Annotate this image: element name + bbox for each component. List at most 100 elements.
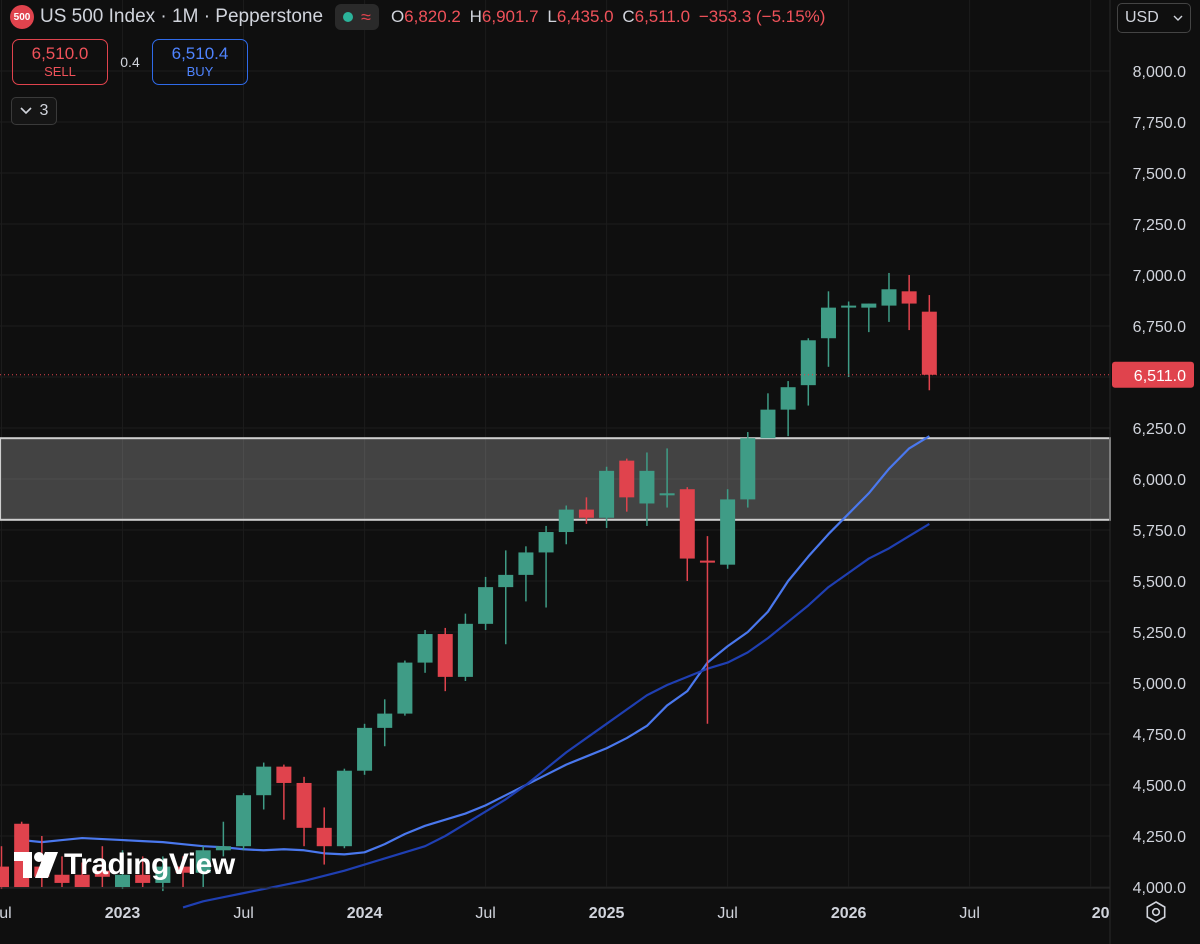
time-tick-label: Jul xyxy=(233,905,253,922)
candle xyxy=(377,699,393,747)
indicators-toggle[interactable]: 3 xyxy=(11,97,57,125)
settings-gear-icon[interactable] xyxy=(1144,900,1168,924)
price-tick-label: 5,750.0 xyxy=(1133,523,1186,540)
buy-button[interactable]: 6,510.4 BUY xyxy=(152,39,248,85)
price-tick-label: 5,250.0 xyxy=(1133,625,1186,642)
candle xyxy=(679,487,695,581)
candle xyxy=(780,381,796,437)
time-tick-label: 2024 xyxy=(347,905,383,922)
candle xyxy=(619,458,635,512)
symbol-title[interactable]: US 500 Index · 1M · Pepperstone xyxy=(40,6,324,27)
candle-body xyxy=(236,795,252,847)
candle xyxy=(336,768,352,849)
sell-price: 6,510.0 xyxy=(31,44,89,63)
candle xyxy=(578,497,594,524)
price-tick-label: 7,000.0 xyxy=(1133,268,1186,285)
candle-body xyxy=(336,770,352,847)
candle-body xyxy=(699,560,715,563)
last-price-label: 6,511.0 xyxy=(1134,368,1186,385)
candles xyxy=(0,272,937,892)
time-tick-label: Jul xyxy=(0,905,12,922)
candle-body xyxy=(599,470,615,518)
candle xyxy=(478,576,494,630)
candle xyxy=(54,856,70,887)
currency-label: USD xyxy=(1125,9,1159,26)
candle xyxy=(820,291,836,367)
candle xyxy=(538,525,554,608)
currency-select[interactable]: USD xyxy=(1117,3,1191,33)
candle xyxy=(236,793,252,851)
candle-body xyxy=(437,634,453,677)
market-open-dot-icon xyxy=(343,12,354,22)
ohlc-values: O6,820.2 H6,901.7 L6,435.0 C6,511.0 −353… xyxy=(390,7,826,26)
open-value: 6,820.2 xyxy=(404,7,461,26)
wave-icon: ≈ xyxy=(361,6,371,27)
price-tick-label: 4,750.0 xyxy=(1133,727,1186,744)
gridlines xyxy=(0,0,1110,888)
candle xyxy=(599,466,615,528)
buy-label: BUY xyxy=(186,64,214,79)
support-zone xyxy=(0,437,1111,521)
candle xyxy=(437,627,453,692)
candle-body xyxy=(417,634,433,663)
price-tick-label: 6,000.0 xyxy=(1133,472,1186,489)
candle-body xyxy=(276,766,292,783)
candle xyxy=(881,272,897,322)
price-tick-label: 6,750.0 xyxy=(1133,319,1186,336)
time-tick-label: 2023 xyxy=(105,905,141,922)
candle-body xyxy=(94,870,110,877)
candle-body xyxy=(457,623,473,677)
time-tick-label: 2026 xyxy=(831,905,867,922)
candle xyxy=(558,505,574,545)
candle-body xyxy=(155,866,171,883)
price-tick-label: 8,000.0 xyxy=(1133,64,1186,81)
price-tick-label: 7,250.0 xyxy=(1133,217,1186,234)
tradingview-watermark: TradingView xyxy=(14,848,235,882)
candle xyxy=(115,850,131,890)
candle-body xyxy=(659,493,675,496)
candle-body xyxy=(478,587,494,624)
candle-body xyxy=(760,409,776,439)
last-price-tag xyxy=(1112,361,1194,388)
sell-button[interactable]: 6,510.0 SELL xyxy=(12,39,108,85)
candle-body xyxy=(377,713,393,728)
candle-body xyxy=(538,532,554,553)
candle xyxy=(175,856,191,887)
time-tick-label: 20 xyxy=(1092,905,1110,922)
candle-body xyxy=(901,291,917,304)
candle xyxy=(518,546,534,602)
candle-body xyxy=(639,470,655,504)
candle-body xyxy=(619,460,635,498)
time-tick-label: Jul xyxy=(717,905,737,922)
candle xyxy=(720,489,736,569)
candle-body xyxy=(578,509,594,518)
candle xyxy=(397,660,413,716)
moving-average-line-1 xyxy=(21,435,930,856)
candle-body xyxy=(558,509,574,533)
candle-body xyxy=(881,289,897,306)
candle xyxy=(760,393,776,439)
candle-body xyxy=(518,552,534,575)
candle-body xyxy=(498,574,514,588)
candle-body xyxy=(921,311,937,375)
status-pill[interactable]: ≈ xyxy=(335,4,379,30)
candle xyxy=(0,846,9,890)
candle xyxy=(256,762,272,810)
candle xyxy=(276,764,292,820)
price-tick-label: 7,500.0 xyxy=(1133,166,1186,183)
candle xyxy=(901,275,917,331)
candle xyxy=(357,723,373,775)
buy-price: 6,510.4 xyxy=(171,44,229,63)
candle xyxy=(457,613,473,681)
candle xyxy=(659,448,675,508)
price-tick-label: 4,000.0 xyxy=(1133,880,1186,897)
indicators-count: 3 xyxy=(39,102,49,119)
candle xyxy=(841,301,857,377)
candle-body xyxy=(135,874,151,883)
candle-body xyxy=(841,305,857,308)
price-tick-label: 6,250.0 xyxy=(1133,421,1186,438)
price-tick-label: 5,500.0 xyxy=(1133,574,1186,591)
candle-body xyxy=(115,874,131,887)
candle xyxy=(135,856,151,887)
